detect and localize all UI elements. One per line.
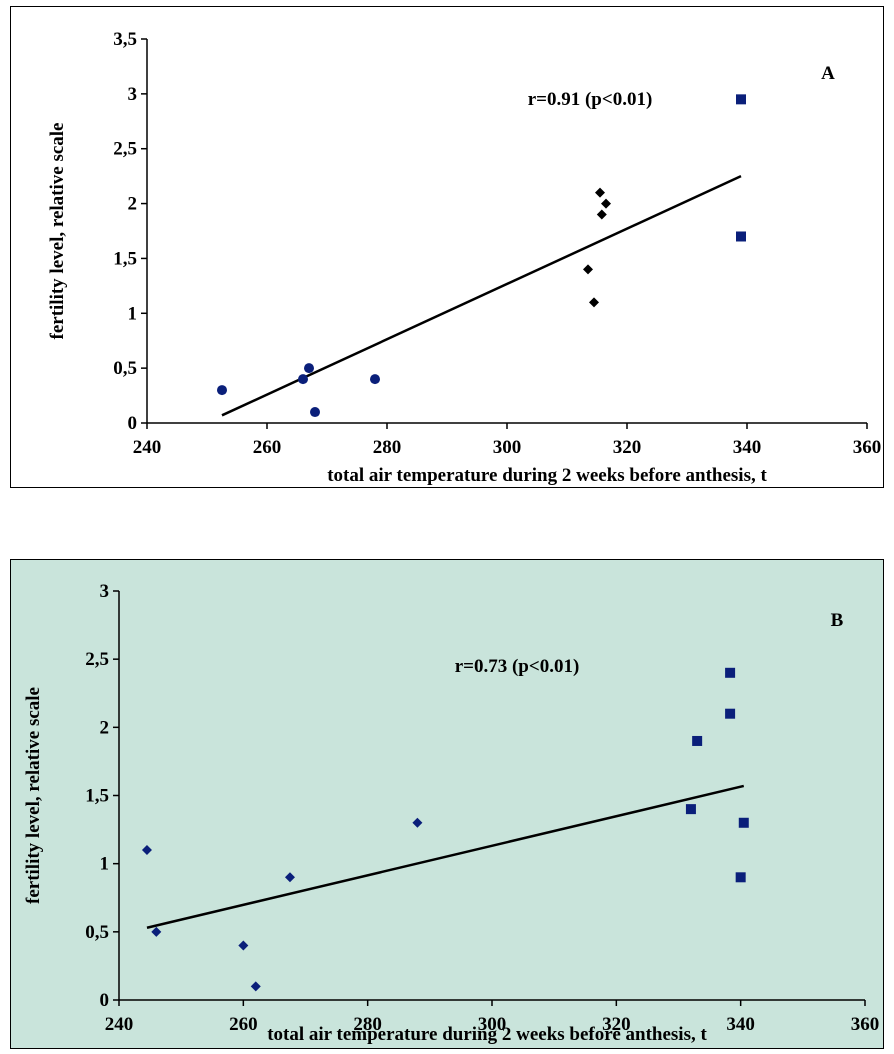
data-point-circle xyxy=(370,374,380,385)
x-tick-label: 320 xyxy=(602,1014,631,1035)
x-tick-label: 280 xyxy=(373,437,402,458)
y-tick-label: 3 xyxy=(100,581,110,602)
x-tick-label: 240 xyxy=(133,437,162,458)
data-point-diamond xyxy=(141,845,152,856)
data-point-circle xyxy=(304,363,314,374)
x-tick-label: 280 xyxy=(353,1014,382,1035)
correlation-annotation: r=0.91 (p<0.01) xyxy=(528,89,653,110)
data-point-square xyxy=(736,94,746,105)
data-point-circle xyxy=(310,407,320,418)
data-point-square xyxy=(692,735,703,746)
y-axis-label: fertility level, relative scale xyxy=(47,123,68,340)
y-tick-label: 1 xyxy=(128,303,138,324)
y-tick-label: 2,5 xyxy=(85,649,109,670)
x-tick-label: 260 xyxy=(229,1014,258,1035)
x-tick-label: 300 xyxy=(493,437,522,458)
data-point-diamond xyxy=(151,926,162,937)
y-tick-label: 0,5 xyxy=(85,922,109,943)
data-point-circle xyxy=(217,385,227,396)
data-point-diamond xyxy=(250,981,261,992)
x-tick-label: 260 xyxy=(253,437,282,458)
data-point-square xyxy=(738,817,749,828)
y-tick-label: 3,5 xyxy=(113,29,137,50)
scatter-plot-b: 240 260 280 300 320 340 360 0 0,5 1 1,5 2 2,5 3 r=0.73… xyxy=(23,581,880,1045)
y-tick-label: 3 xyxy=(128,84,138,105)
data-point-diamond xyxy=(595,187,605,198)
y-tick-label: 1,5 xyxy=(85,786,109,807)
data-point-circle xyxy=(298,374,308,385)
data-point-square xyxy=(685,804,696,815)
data-point-diamond xyxy=(596,209,607,220)
data-point-diamond xyxy=(238,940,249,951)
data-point-diamond xyxy=(583,264,593,275)
correlation-annotation: r=0.73 (p<0.01) xyxy=(455,656,580,677)
data-point-square xyxy=(725,667,736,678)
panel-label: B xyxy=(831,610,844,631)
x-tick-label: 240 xyxy=(105,1014,134,1035)
y-tick-label: 2 xyxy=(128,194,138,215)
data-point-square xyxy=(735,872,746,883)
x-tick-label: 360 xyxy=(851,1014,880,1035)
x-tick-label: 300 xyxy=(478,1014,507,1035)
data-point-diamond xyxy=(601,198,611,209)
data-point-square xyxy=(725,708,736,719)
y-tick-label: 2 xyxy=(100,717,110,738)
x-tick-label: 320 xyxy=(613,437,642,458)
y-tick-label: 0,5 xyxy=(113,358,137,379)
y-axis-label: fertility level, relative scale xyxy=(23,687,44,904)
x-tick-label: 360 xyxy=(853,437,882,458)
x-tick-label: 340 xyxy=(733,437,762,458)
data-point-diamond xyxy=(589,297,599,308)
data-point-diamond xyxy=(284,872,295,883)
y-tick-label: 0 xyxy=(128,413,138,434)
x-tick-label: 340 xyxy=(726,1014,755,1035)
trendline xyxy=(221,175,742,417)
scatter-plot-a: 240 260 280 300 320 340 360 0 0,5 1 1,5 2 2,5 3 3,5 r=0… xyxy=(47,29,882,486)
panel-label: A xyxy=(821,63,835,84)
data-point-diamond xyxy=(412,817,423,828)
x-axis-label: total air temperature during 2 weeks bef… xyxy=(267,1024,707,1045)
x-axis-label: total air temperature during 2 weeks bef… xyxy=(327,465,767,486)
chart-panel-b: 240 260 280 300 320 340 360 0 0,5 1 1,5 2 2,5 3 r=0.73… xyxy=(10,559,884,1049)
y-tick-label: 1,5 xyxy=(113,248,137,269)
y-tick-label: 1 xyxy=(100,854,110,875)
data-point-square xyxy=(736,231,746,242)
y-tick-label: 2,5 xyxy=(113,139,137,160)
chart-panel-a: 240 260 280 300 320 340 360 0 0,5 1 1,5 2 2,5 3 3,5 r=0… xyxy=(10,6,884,488)
trendline xyxy=(146,784,745,929)
y-tick-label: 0 xyxy=(100,990,110,1011)
